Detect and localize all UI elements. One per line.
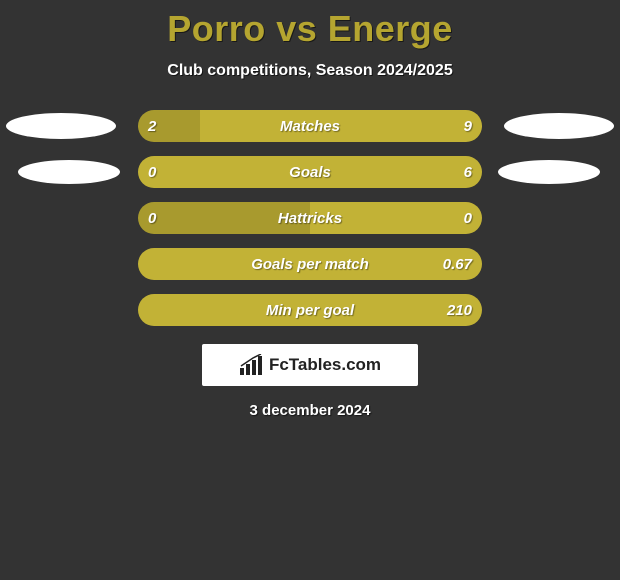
bar-track: 210Min per goal (138, 294, 482, 326)
bar-label: Goals (138, 156, 482, 188)
bar-track: 29Matches (138, 110, 482, 142)
stat-row: 210Min per goal (0, 294, 620, 326)
brand-badge: FcTables.com (202, 344, 418, 386)
team-ellipse (6, 113, 116, 139)
brand-icon (239, 354, 265, 376)
team-ellipse (18, 160, 120, 184)
page-title: Porro vs Energe (167, 8, 453, 50)
bar-label: Matches (138, 110, 482, 142)
bar-track: 06Goals (138, 156, 482, 188)
bar-label: Goals per match (138, 248, 482, 280)
page-subtitle: Club competitions, Season 2024/2025 (167, 62, 452, 80)
date-text: 3 december 2024 (250, 402, 371, 419)
bar-track: 00Hattricks (138, 202, 482, 234)
bar-label: Hattricks (138, 202, 482, 234)
stat-row: 0.67Goals per match (0, 248, 620, 280)
infographic-container: Porro vs Energe Club competitions, Seaso… (0, 0, 620, 419)
stat-row: 00Hattricks (0, 202, 620, 234)
team-ellipse (498, 160, 600, 184)
bar-track: 0.67Goals per match (138, 248, 482, 280)
team-ellipse (504, 113, 614, 139)
brand-text: FcTables.com (269, 355, 381, 375)
bar-label: Min per goal (138, 294, 482, 326)
stats-rows: 29Matches 06Goals 00Hattricks 0.67Goals per… (0, 110, 620, 326)
